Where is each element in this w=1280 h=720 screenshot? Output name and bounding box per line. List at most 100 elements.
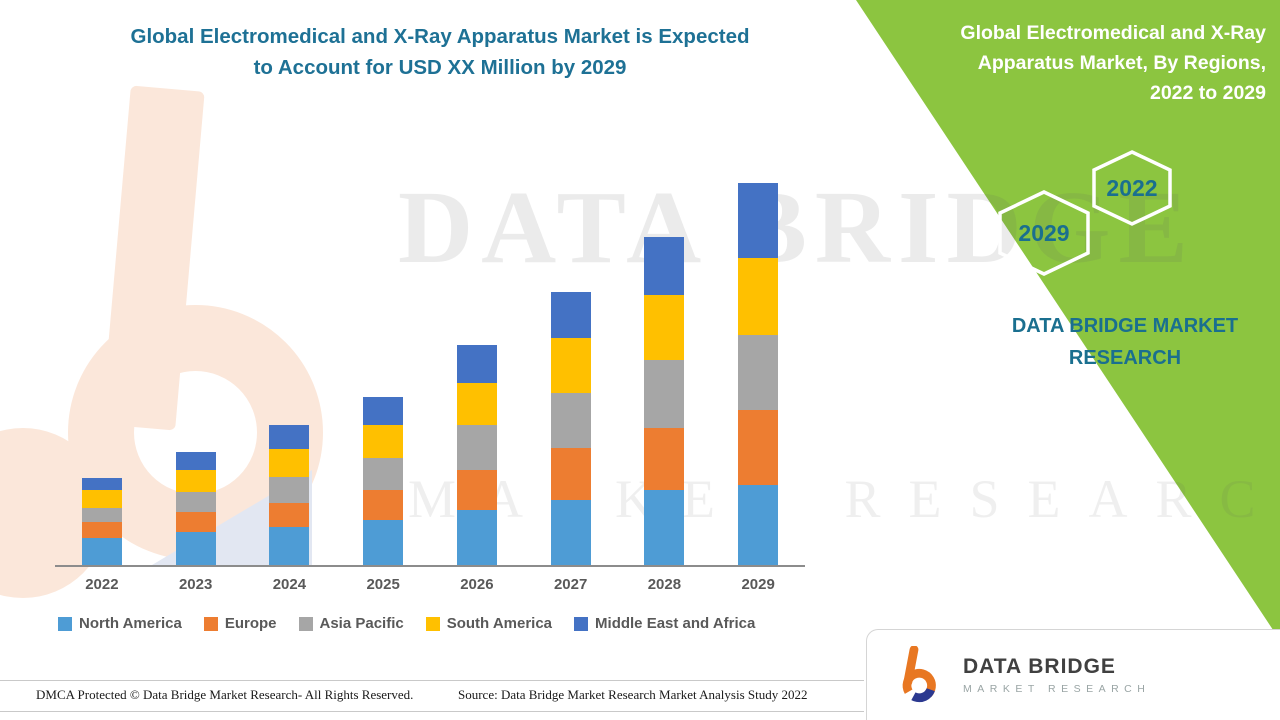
bar-segment bbox=[738, 258, 779, 335]
x-axis-label: 2026 bbox=[460, 576, 494, 593]
footer-divider-top bbox=[0, 680, 864, 681]
bar-chart-plot bbox=[55, 177, 805, 567]
bar-segment bbox=[269, 425, 310, 449]
x-axis-label: 2029 bbox=[741, 576, 775, 593]
data-bridge-logo-icon bbox=[902, 646, 936, 703]
stacked-bar-2025 bbox=[363, 397, 404, 565]
bar-segment bbox=[456, 345, 497, 383]
bar-segment bbox=[456, 470, 497, 510]
right-panel-title-line1: Global Electromedical and X-Ray bbox=[960, 22, 1266, 44]
bar-segment bbox=[81, 522, 122, 538]
logo-box: DATA BRIDGE MARKET RESEARCH bbox=[866, 629, 1280, 720]
chart-title: Global Electromedical and X-Ray Apparatu… bbox=[60, 22, 820, 84]
bar-segment bbox=[363, 458, 404, 490]
legend-label: South America bbox=[446, 615, 553, 632]
legend-item: Middle East and Africa bbox=[574, 615, 755, 632]
legend-swatch bbox=[574, 616, 589, 631]
brand-text-line2: RESEARCH bbox=[1068, 347, 1182, 369]
stacked-bar-2022 bbox=[81, 478, 122, 565]
x-axis-label: 2025 bbox=[366, 576, 400, 593]
bar-segment bbox=[175, 452, 216, 470]
bar-segment bbox=[644, 428, 685, 490]
bar-segment bbox=[738, 485, 779, 565]
bar-segment bbox=[81, 508, 122, 522]
bar-segment bbox=[269, 477, 310, 503]
bar-segment bbox=[550, 448, 591, 500]
legend-label: North America bbox=[79, 615, 182, 632]
legend-item: Asia Pacific bbox=[298, 615, 404, 632]
right-panel-title: Global Electromedical and X-Ray Apparatu… bbox=[894, 18, 1266, 109]
logo-name: DATA BRIDGE bbox=[963, 655, 1116, 678]
bar-column bbox=[149, 177, 243, 565]
bar-column bbox=[430, 177, 524, 565]
hexagon-2022-label: 2022 bbox=[1106, 174, 1158, 201]
bar-segment bbox=[81, 538, 122, 565]
bar-column bbox=[243, 177, 337, 565]
brand-text: DATA BRIDGE MARKET RESEARCH bbox=[985, 310, 1265, 374]
legend-swatch bbox=[58, 616, 72, 631]
legend-item: South America bbox=[425, 615, 553, 632]
bar-segment bbox=[363, 425, 404, 458]
legend-swatch bbox=[425, 616, 440, 631]
bar-segment bbox=[175, 512, 216, 532]
legend-item: Europe bbox=[203, 615, 277, 632]
bar-segment bbox=[550, 393, 591, 448]
stacked-bar-2029 bbox=[738, 183, 779, 565]
stacked-bar-2028 bbox=[644, 237, 685, 565]
bar-segment bbox=[269, 503, 310, 527]
bar-segment bbox=[738, 335, 779, 410]
source-note: Source: Data Bridge Market Research Mark… bbox=[458, 687, 808, 702]
bar-segment bbox=[644, 490, 685, 565]
x-axis-labels: 2022 2023 2024 2025 2026 2027 2028 2029 bbox=[55, 567, 805, 593]
bar-segment bbox=[456, 383, 497, 425]
bar-segment bbox=[81, 478, 122, 490]
bar-segment bbox=[550, 292, 591, 338]
bar-column bbox=[711, 177, 805, 565]
bar-segment bbox=[269, 449, 310, 477]
bar-segment bbox=[738, 410, 779, 485]
x-axis-label: 2028 bbox=[647, 576, 682, 593]
x-axis-label: 2027 bbox=[553, 576, 588, 593]
brand-text-line1: DATA BRIDGE MARKET bbox=[1011, 315, 1239, 337]
hexagon-2029: 2029 bbox=[996, 190, 1092, 276]
footer-divider-bottom bbox=[0, 711, 864, 712]
stacked-bar-2027 bbox=[550, 292, 591, 565]
bar-segment bbox=[363, 397, 404, 425]
logo-text-block: DATA BRIDGE MARKET RESEARCH bbox=[963, 655, 1150, 695]
stacked-bar-2024 bbox=[269, 425, 310, 565]
stacked-bar-2026 bbox=[456, 345, 497, 565]
right-panel-title-line3: 2022 to 2029 bbox=[1149, 82, 1266, 105]
legend-label: Europe bbox=[224, 615, 277, 632]
hexagon-2022: 2022 bbox=[1090, 150, 1174, 226]
legend-swatch bbox=[298, 616, 313, 631]
bar-segment bbox=[175, 492, 216, 512]
bar-segment bbox=[644, 360, 685, 428]
chart-title-line1: Global Electromedical and X-Ray Apparatu… bbox=[130, 25, 750, 48]
legend-label: Middle East and Africa bbox=[595, 615, 756, 632]
bar-segment bbox=[363, 490, 404, 520]
bar-segment bbox=[456, 425, 497, 470]
right-panel-title-line2: Apparatus Market, By Regions, bbox=[977, 52, 1266, 75]
bar-column bbox=[618, 177, 712, 565]
bar-segment bbox=[175, 470, 216, 492]
bar-column bbox=[336, 177, 430, 565]
bar-column bbox=[55, 177, 149, 565]
stacked-bar-2023 bbox=[175, 452, 216, 565]
hexagon-outline-icon bbox=[1092, 150, 1172, 226]
x-axis-label: 2023 bbox=[178, 576, 213, 593]
bar-segment bbox=[175, 532, 216, 565]
legend-swatch bbox=[203, 616, 218, 631]
bar-segment bbox=[81, 490, 122, 508]
legend: North America Europe Asia Pacific South Ame… bbox=[58, 615, 755, 632]
chart-title-line2: to Account for USD XX Million by 2029 bbox=[253, 55, 627, 79]
stacked-bar-chart: 2022 2023 2024 2025 2026 2027 2028 2029 bbox=[55, 177, 805, 593]
legend-item: North America bbox=[58, 615, 182, 632]
bar-segment bbox=[550, 500, 591, 565]
x-axis-label: 2024 bbox=[272, 576, 307, 593]
bar-segment bbox=[550, 338, 591, 393]
dmca-notice: DMCA Protected © Data Bridge Market Rese… bbox=[36, 687, 414, 702]
x-axis-label: 2022 bbox=[85, 576, 119, 593]
bar-segment bbox=[269, 527, 310, 565]
bar-segment bbox=[363, 520, 404, 565]
